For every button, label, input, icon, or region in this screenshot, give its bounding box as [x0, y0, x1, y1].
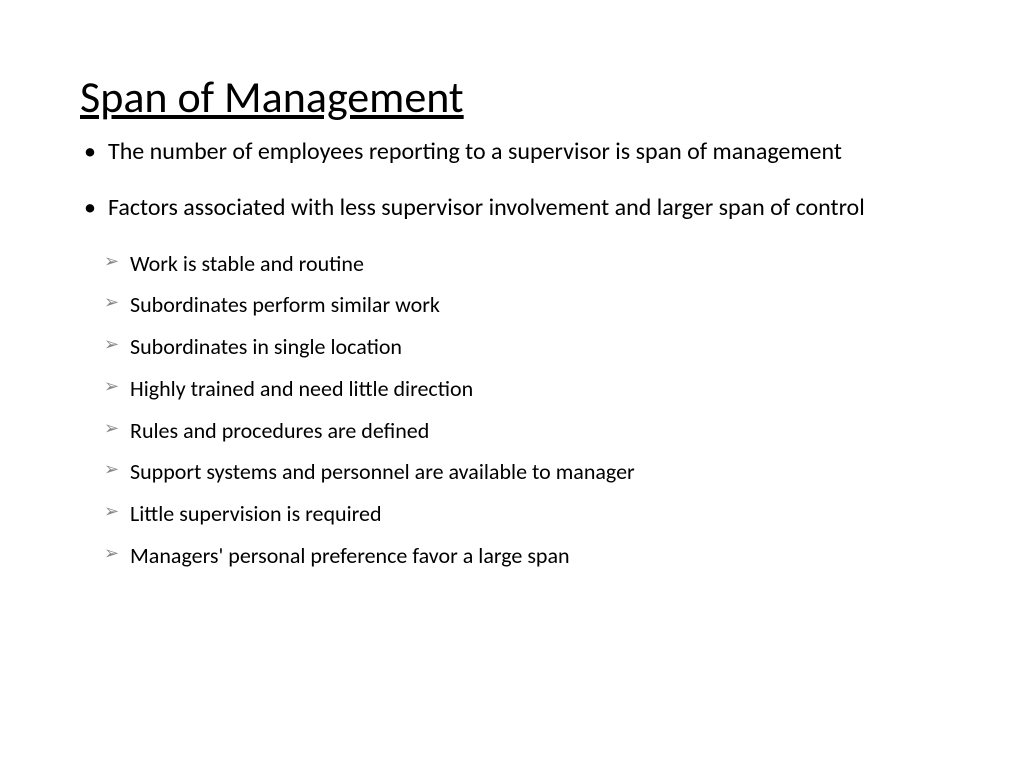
sub-bullet-list: Work is stable and routine Subordinates … — [80, 249, 944, 571]
main-bullet-item: Factors associated with less supervisor … — [108, 192, 944, 224]
sub-bullet-item: Highly trained and need little direction — [130, 374, 944, 404]
sub-bullet-item: Managers' personal preference favor a la… — [130, 541, 944, 571]
sub-bullet-item: Work is stable and routine — [130, 249, 944, 279]
sub-bullet-item: Subordinates perform similar work — [130, 290, 944, 320]
sub-bullet-item: Subordinates in single location — [130, 332, 944, 362]
sub-bullet-item: Support systems and personnel are availa… — [130, 457, 944, 487]
slide-title: Span of Management — [80, 70, 944, 124]
main-bullet-item: The number of employees reporting to a s… — [108, 136, 944, 168]
main-bullet-list: The number of employees reporting to a s… — [80, 136, 944, 225]
sub-bullet-item: Little supervision is required — [130, 499, 944, 529]
sub-bullet-item: Rules and procedures are defined — [130, 416, 944, 446]
